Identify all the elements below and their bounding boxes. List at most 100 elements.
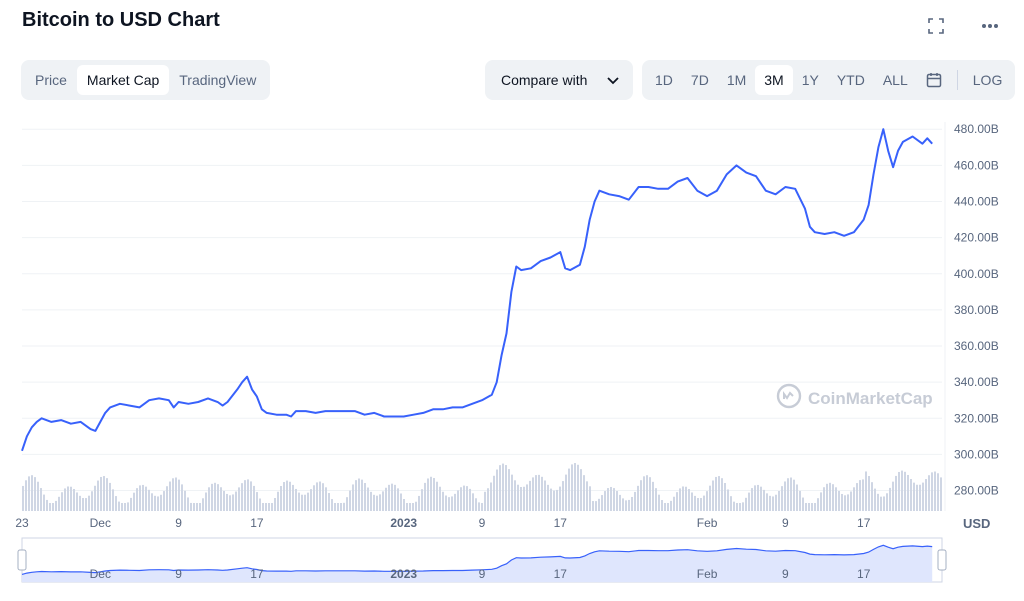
volume-bar — [745, 497, 747, 511]
tab-market-cap[interactable]: Market Cap — [76, 65, 170, 95]
y-tick-label: 460.00B — [954, 158, 999, 172]
volume-bar — [178, 479, 180, 511]
volume-bar — [616, 491, 618, 511]
volume-bar — [907, 474, 909, 511]
volume-bar — [649, 477, 651, 511]
volume-bar — [898, 471, 900, 511]
y-tick-label: 400.00B — [954, 267, 999, 281]
more-icon[interactable] — [978, 14, 1002, 38]
volume-bar — [235, 491, 237, 511]
range-3m[interactable]: 3M — [755, 65, 793, 95]
range-all[interactable]: ALL — [882, 72, 908, 88]
volume-bar — [619, 494, 621, 511]
market-cap-chart[interactable]: 280.00B 300.00B 320.00B 340.00B 360.00B 380.0… — [0, 110, 1024, 601]
range-1y[interactable]: 1Y — [801, 72, 819, 88]
volume-bar — [82, 498, 84, 511]
volume-bar — [916, 484, 918, 511]
volume-bar — [736, 503, 738, 511]
y-tick-label: 320.00B — [954, 411, 999, 425]
volume-bar — [841, 493, 843, 511]
volume-bar — [814, 503, 816, 511]
volume-bar — [931, 472, 933, 511]
y-tick-label: 280.00B — [954, 484, 999, 498]
volume-bar — [319, 481, 321, 511]
volume-bar — [436, 481, 438, 511]
volume-bar — [532, 477, 534, 511]
volume-bar — [433, 478, 435, 511]
x-tick-label: 2023 — [390, 516, 417, 530]
volume-bar — [34, 477, 36, 511]
volume-bar — [313, 485, 315, 511]
volume-bar — [241, 483, 243, 511]
volume-bar — [367, 487, 369, 511]
volume-bar — [910, 479, 912, 511]
y-tick-label: 440.00B — [954, 194, 999, 208]
range-7d[interactable]: 7D — [690, 72, 709, 88]
volume-bar — [67, 486, 69, 511]
volume-bar — [880, 496, 882, 511]
volume-bar — [622, 498, 624, 511]
navigator-handle[interactable] — [937, 549, 947, 571]
volume-bar — [394, 484, 396, 511]
range-ytd[interactable]: YTD — [836, 72, 865, 88]
navigator-tick-label: Dec — [90, 567, 111, 581]
volume-bar — [922, 482, 924, 511]
volume-bar — [499, 465, 501, 511]
volume-bars — [22, 463, 942, 511]
volume-bar — [610, 486, 612, 511]
volume-bar — [928, 475, 930, 511]
range-1d[interactable]: 1D — [655, 72, 673, 88]
volume-bar — [130, 497, 132, 511]
range-1m[interactable]: 1M — [726, 72, 747, 88]
y-tick-label: 480.00B — [954, 122, 999, 136]
volume-bar — [175, 477, 177, 511]
volume-bar — [184, 490, 186, 511]
volume-bar — [379, 494, 381, 511]
volume-bar — [730, 496, 732, 511]
volume-bar — [106, 478, 108, 511]
volume-bar — [634, 491, 636, 511]
volume-bar — [346, 497, 348, 511]
compare-with-dropdown[interactable]: Compare with — [485, 60, 633, 100]
volume-bar — [397, 488, 399, 511]
volume-bar — [25, 480, 27, 511]
volume-bar — [577, 464, 579, 511]
volume-bar — [364, 483, 366, 511]
navigator-handle[interactable] — [17, 549, 27, 571]
volume-bar — [904, 471, 906, 511]
page-title: Bitcoin to USD Chart — [22, 9, 220, 31]
fullscreen-icon[interactable] — [924, 14, 948, 38]
volume-bar — [601, 495, 603, 511]
x-tick-label: 17 — [250, 516, 264, 530]
volume-bar — [220, 487, 222, 511]
volume-bar — [400, 493, 402, 511]
volume-bar — [127, 502, 129, 511]
volume-bar — [112, 489, 114, 511]
tab-tradingview[interactable]: TradingView — [179, 72, 257, 88]
volume-bar — [28, 476, 30, 511]
volume-bar — [250, 481, 252, 511]
volume-bar — [844, 495, 846, 511]
volume-bar — [829, 482, 831, 511]
volume-bar — [463, 485, 465, 511]
volume-bar — [547, 484, 549, 511]
volume-bar — [766, 493, 768, 511]
volume-bar — [820, 492, 822, 511]
volume-bar — [196, 503, 198, 511]
volume-bar — [448, 497, 450, 511]
volume-bar — [388, 484, 390, 511]
volume-bar — [523, 486, 525, 511]
log-toggle[interactable]: LOG — [972, 72, 1003, 88]
calendar-icon[interactable] — [917, 65, 951, 95]
volume-bar — [940, 477, 942, 511]
tab-price[interactable]: Price — [35, 72, 67, 88]
volume-bar — [409, 503, 411, 511]
volume-bar — [109, 482, 111, 511]
volume-bar — [646, 475, 648, 511]
volume-bar — [565, 474, 567, 511]
volume-bar — [541, 476, 543, 511]
volume-bar — [271, 503, 273, 511]
volume-bar — [517, 484, 519, 511]
volume-bar — [97, 480, 99, 511]
volume-bar — [208, 487, 210, 511]
